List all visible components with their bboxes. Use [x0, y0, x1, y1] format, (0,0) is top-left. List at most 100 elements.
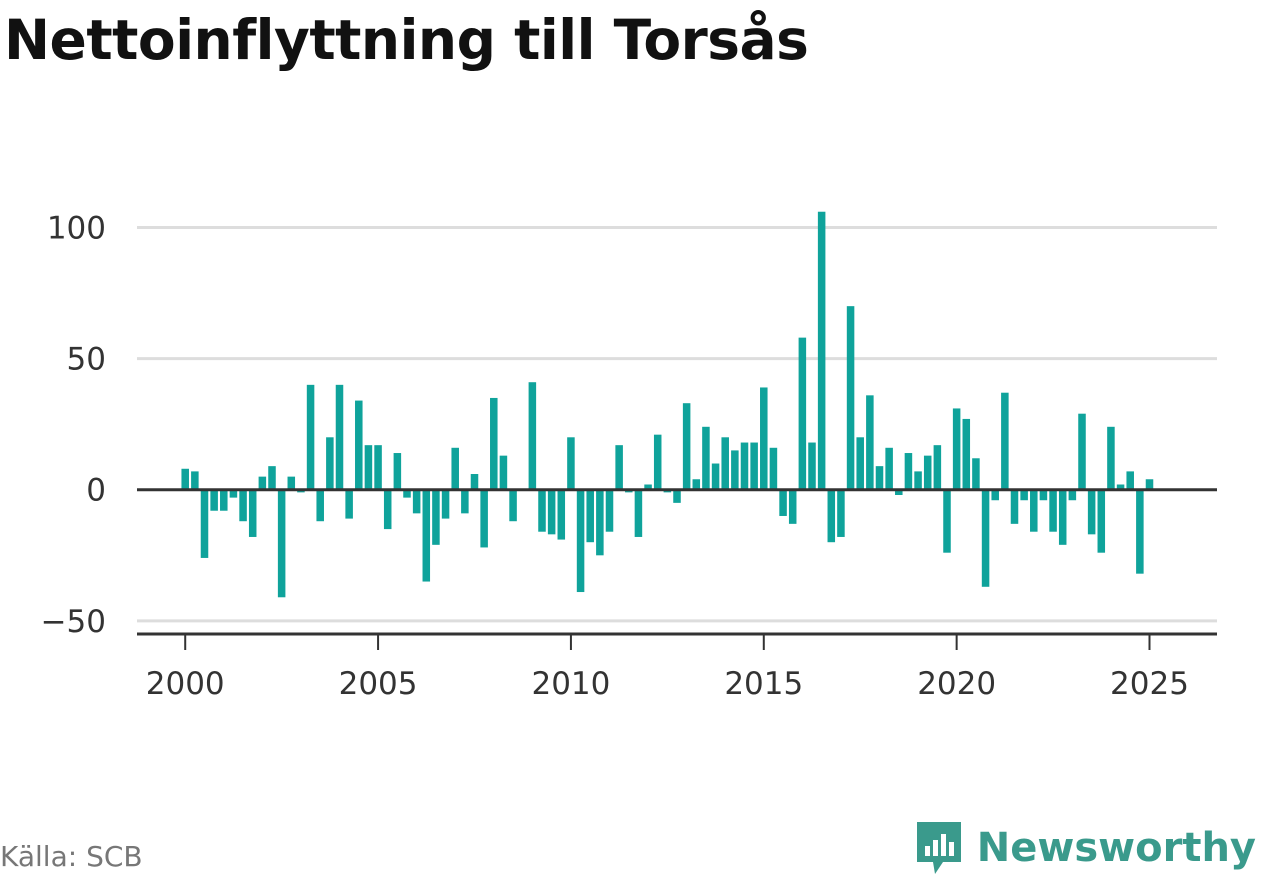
bar [1001, 392, 1009, 490]
bar [644, 484, 652, 490]
bar [904, 453, 913, 490]
bar [1107, 426, 1115, 490]
bar [374, 445, 382, 490]
bar [1049, 489, 1057, 532]
brand-name: Newsworthy [976, 825, 1256, 871]
bar [702, 426, 710, 490]
bar [470, 474, 479, 490]
bar [538, 489, 546, 532]
bar [547, 489, 556, 535]
bar [817, 211, 826, 490]
bar [972, 458, 980, 490]
bar [615, 445, 623, 490]
bar [634, 489, 643, 537]
bar [557, 489, 566, 540]
bar [933, 445, 942, 490]
y-tick-label: −50 [41, 604, 106, 640]
bar [1068, 489, 1077, 501]
bar [383, 489, 392, 530]
bar [760, 387, 768, 490]
bar [403, 489, 411, 498]
bar [856, 437, 864, 490]
y-tick-label: 50 [67, 342, 106, 378]
bar [788, 489, 797, 524]
bar [923, 455, 932, 490]
bar [991, 489, 999, 501]
bar [740, 442, 749, 490]
bar [509, 489, 517, 522]
bar [827, 489, 836, 543]
bar [316, 489, 324, 522]
bar [1116, 484, 1125, 490]
bar [1020, 489, 1028, 501]
bar [952, 408, 961, 490]
bar [1145, 479, 1154, 490]
bar [866, 395, 874, 490]
bar [393, 453, 402, 490]
bar [306, 384, 315, 490]
bar [248, 489, 257, 537]
bar [576, 489, 585, 593]
bar [962, 418, 971, 490]
bar [682, 403, 691, 490]
bar [355, 400, 363, 490]
bar [1097, 489, 1106, 553]
x-tick-label: 2020 [917, 666, 996, 702]
bar [914, 471, 922, 490]
bar [885, 447, 893, 490]
y-tick-label: 0 [86, 473, 106, 509]
bar [769, 447, 778, 490]
grid-lines [137, 225, 1217, 623]
bar [779, 489, 787, 516]
bar [258, 476, 267, 490]
bar [461, 489, 469, 514]
bar [181, 468, 189, 490]
bar [1030, 489, 1038, 532]
bar [798, 337, 807, 490]
bar [1010, 489, 1019, 524]
bar [345, 489, 353, 519]
newsworthy-brand: Newsworthy [913, 818, 1256, 878]
bar [432, 489, 440, 545]
bar [220, 489, 228, 511]
bar [326, 437, 334, 490]
bar [673, 489, 681, 503]
bar [750, 442, 758, 490]
bar [943, 489, 951, 553]
bar [875, 466, 884, 490]
bar [451, 447, 459, 490]
bar [895, 489, 903, 495]
bar [1126, 471, 1134, 490]
bar [808, 442, 816, 490]
x-tick-label: 2025 [1110, 666, 1189, 702]
bar [441, 489, 450, 519]
y-tick-label: 100 [47, 210, 106, 246]
bar [981, 489, 990, 587]
bar [1039, 489, 1048, 501]
bar [239, 489, 247, 522]
bar [210, 489, 218, 511]
bar [191, 471, 199, 490]
chart-title: Nettoinflyttning till Torsås [4, 8, 809, 72]
bar [1058, 489, 1067, 545]
bar [596, 489, 604, 556]
bar [692, 479, 701, 490]
y-tick-labels: −50 0 50 100 [41, 210, 106, 639]
bar [731, 450, 739, 490]
x-tick-label: 2015 [724, 666, 803, 702]
newsworthy-logo-icon [916, 822, 961, 874]
bar [422, 489, 431, 582]
bar [200, 489, 209, 558]
bar [586, 489, 594, 543]
bars [181, 211, 1154, 598]
axes [137, 488, 1217, 650]
x-tick-label: 2005 [339, 666, 418, 702]
bar [711, 463, 720, 490]
bar [1136, 489, 1144, 574]
x-tick-label: 2000 [146, 666, 225, 702]
bar [653, 434, 662, 490]
bar [364, 445, 373, 490]
bar [277, 489, 286, 598]
bar [499, 455, 508, 490]
